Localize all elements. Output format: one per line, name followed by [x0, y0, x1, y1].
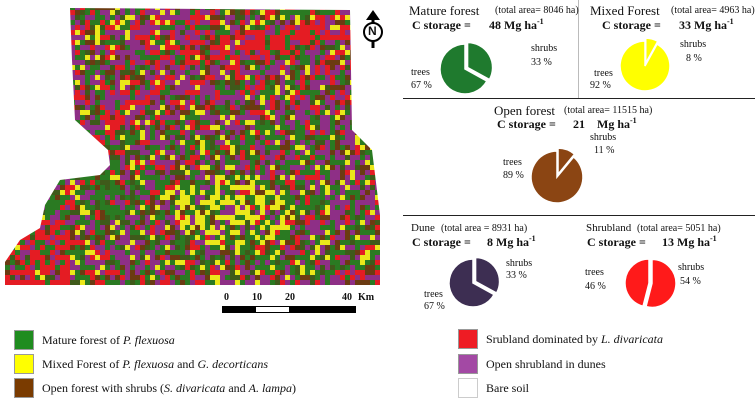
trees-label: trees	[585, 267, 604, 278]
panel-title: Open forest	[494, 103, 556, 118]
storage-prefix: C storage =	[497, 117, 556, 131]
storage-prefix: C storage =	[587, 235, 646, 249]
storage-exp: -1	[529, 234, 536, 243]
scale-unit: Km	[358, 292, 375, 303]
pie-slice-trees	[530, 150, 584, 204]
panel-title: Shrubland	[586, 222, 632, 234]
pie-shrubland	[624, 258, 677, 309]
shrubs-label: shrubs	[590, 132, 617, 143]
legend-swatch-bare-soil	[458, 378, 478, 398]
trees-pct: 92 %	[590, 80, 611, 91]
pie-slice-shrubs	[645, 258, 677, 309]
pie-slice-trees	[624, 258, 650, 308]
storage-exp: -1	[710, 234, 717, 243]
north-letter: N	[368, 24, 377, 38]
legend-swatch-mature-forest	[14, 330, 34, 350]
shrubs-pct: 54 %	[680, 276, 701, 287]
storage-prefix: C storage =	[412, 18, 471, 32]
legend-swatch-dune-shrubland	[458, 354, 478, 374]
pie-open-forest	[530, 147, 584, 204]
panel-title: Mixed Forest	[590, 3, 660, 18]
shrubs-pct: 33 %	[531, 57, 552, 68]
storage-value: 48 Mg ha	[489, 18, 537, 32]
shrubs-pct: 11 %	[594, 145, 615, 156]
storage-exp: -1	[630, 116, 637, 125]
shrubs-label: shrubs	[680, 39, 707, 50]
north-arrow-icon	[363, 10, 383, 48]
pie-mature-forest	[439, 41, 494, 95]
shrubs-pct: 8 %	[686, 53, 702, 64]
panel-title: Mature forest	[409, 3, 480, 18]
legend-swatch-mixed-forest	[14, 354, 34, 374]
north-arrow: N	[360, 8, 386, 52]
shrubs-label: shrubs	[531, 43, 558, 54]
storage-prefix: C storage =	[602, 18, 661, 32]
legend-label-bare-soil: Bare soil	[486, 381, 529, 395]
trees-label: trees	[424, 289, 443, 300]
trees-pct: 89 %	[503, 170, 524, 181]
legend-label-dune-shrubland: Open shrubland in dunes	[486, 357, 606, 371]
legend-swatch-shrubland	[458, 329, 478, 349]
storage-exp: -1	[537, 17, 544, 26]
trees-pct: 67 %	[411, 80, 432, 91]
scale-tick-10: 10	[252, 292, 262, 303]
panel-area: (total area= 5051 ha)	[637, 223, 721, 234]
panel-divider-vertical	[578, 0, 579, 98]
shrubs-pct: 33 %	[506, 270, 527, 281]
legend-label-open-forest: Open forest with shrubs (S. divaricata a…	[42, 381, 296, 395]
legend-label-mixed-forest: Mixed Forest of P. flexuosa and G. decor…	[42, 357, 269, 371]
pie-slice-trees	[448, 258, 496, 308]
panel-title: Dune	[411, 222, 435, 234]
storage-value: 13 Mg ha	[662, 235, 710, 249]
storage-unit: Mg ha	[597, 117, 630, 131]
panel-area: (total area = 8931 ha)	[441, 223, 528, 234]
pie-slice-shrubs	[645, 37, 659, 64]
legend-label-shrubland: Srubland dominated by L. divaricata	[486, 332, 663, 346]
trees-pct: 46 %	[585, 281, 606, 292]
storage-value: 8 Mg ha	[487, 235, 529, 249]
scale-tick-40: 40	[342, 292, 352, 303]
pie-mixed-forest	[619, 37, 671, 92]
panel-area: (total area= 4963 ha)	[671, 5, 755, 16]
shrubs-label: shrubs	[506, 258, 533, 269]
scale-tick-0: 0	[224, 292, 229, 303]
pie-slice-trees	[619, 40, 671, 92]
panel-area: (total area= 11515 ha)	[564, 105, 653, 116]
panel-area: (total area= 8046 ha)	[495, 5, 579, 16]
scale-tick-20: 20	[285, 292, 295, 303]
shrubs-label: shrubs	[678, 262, 705, 273]
scale-bar: 0 10 20 40 Km	[222, 292, 374, 316]
pie-dune	[448, 256, 501, 308]
trees-pct: 67 %	[424, 301, 445, 312]
storage-exp: -1	[727, 17, 734, 26]
trees-label: trees	[594, 68, 613, 79]
panel-divider-2	[403, 215, 755, 216]
pie-slice-trees	[439, 43, 488, 95]
panel-divider-1	[403, 98, 755, 99]
storage-prefix: C storage =	[412, 235, 471, 249]
trees-label: trees	[411, 67, 430, 78]
storage-value: 33 Mg ha	[679, 18, 727, 32]
legend-swatch-open-forest	[14, 378, 34, 398]
pie-slice-shrubs	[474, 256, 501, 295]
trees-label: trees	[503, 157, 522, 168]
legend-label-mature-forest: Mature forest of P. flexuosa	[42, 333, 175, 347]
pie-slice-shrubs	[557, 147, 576, 177]
scale-bar-graphic	[222, 306, 356, 313]
storage-value: 21	[573, 117, 585, 131]
land-cover-map	[5, 8, 380, 285]
pie-slice-shrubs	[466, 41, 494, 81]
